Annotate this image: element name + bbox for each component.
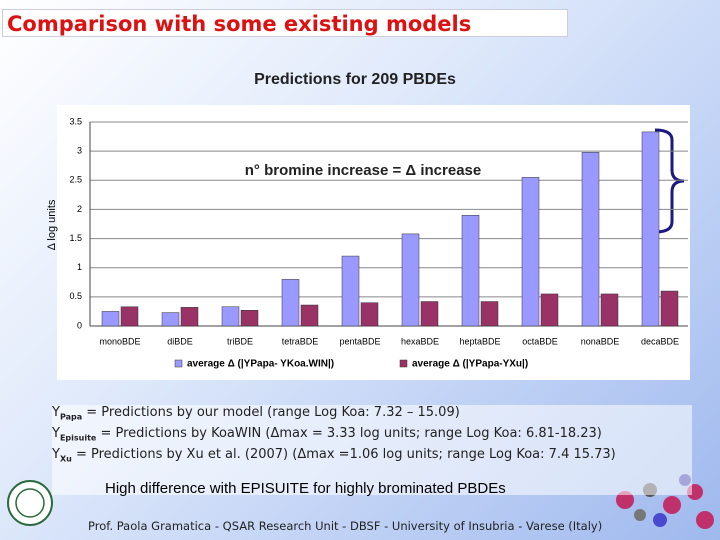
note-symbol: Y	[52, 447, 60, 463]
note-line: YXu = Predictions by Xu et al. (2007) (Δ…	[52, 447, 692, 468]
x-tick-label: monoBDE	[99, 336, 140, 346]
bar	[600, 293, 619, 327]
bar	[540, 293, 559, 327]
y-tick-label: 1.5	[69, 233, 82, 243]
bar	[240, 310, 259, 327]
note-subscript: Papa	[59, 412, 83, 422]
bar	[161, 312, 180, 327]
note-subscript: Xu	[59, 454, 72, 464]
bar	[120, 306, 139, 327]
note-text: = Predictions by KoaWIN (Δmax = 3.33 log…	[96, 426, 602, 442]
note-symbol: Y	[52, 405, 60, 420]
bar	[461, 215, 480, 327]
note-subscript: Episuite	[59, 433, 97, 443]
bar	[221, 306, 240, 327]
y-tick-label: 3	[77, 146, 82, 156]
bar	[341, 255, 360, 327]
logo	[7, 480, 53, 526]
bar	[521, 177, 540, 327]
x-tick-label: pentaBDE	[339, 336, 380, 346]
bar	[401, 233, 420, 327]
bar	[300, 304, 319, 327]
brace	[654, 128, 685, 234]
logo	[15, 488, 45, 518]
note-text: = Predictions by Xu et al. (2007) (Δmax …	[71, 447, 616, 463]
x-tick-label: diBDE	[167, 336, 193, 346]
bar	[360, 302, 379, 327]
x-tick-label: triBDE	[227, 336, 253, 346]
y-tick-label: 2.5	[69, 175, 82, 185]
y-tick-label: 0.5	[69, 291, 82, 301]
note-line: YEpisuite = Predictions by KoaWIN (Δmax …	[52, 426, 692, 447]
note-line: YPapa = Predictions by our model (range …	[52, 405, 692, 426]
x-tick-label: octaBDE	[522, 336, 558, 346]
y-axis-label: Δ log units	[46, 199, 58, 250]
bar	[660, 290, 679, 327]
bar	[180, 307, 199, 327]
x-tick-label: nonaBDE	[581, 336, 620, 346]
legend-swatch	[174, 359, 183, 368]
bar	[281, 279, 300, 327]
notes: YPapa = Predictions by our model (range …	[52, 405, 692, 495]
x-tick-label: tetraBDE	[282, 336, 319, 346]
annotation: n° bromine increase = Δ increase	[245, 162, 481, 179]
bar	[641, 131, 660, 327]
x-tick-label: hexaBDE	[401, 336, 439, 346]
bar	[581, 152, 600, 327]
bar	[480, 301, 499, 327]
slide-header: Comparison with some existing models	[2, 9, 568, 37]
x-tick-label: decaBDE	[641, 336, 679, 346]
note-symbol: Y	[52, 426, 60, 442]
annotation-box	[218, 160, 508, 182]
legend-label: average Δ (|YPapa-YXu|)	[412, 359, 528, 370]
bar	[101, 311, 120, 327]
legend-swatch	[399, 359, 408, 368]
y-tick-label: 3.5	[69, 116, 82, 126]
x-tick-label: heptaBDE	[459, 336, 500, 346]
note-text: = Predictions by our model (range Log Ko…	[82, 405, 460, 420]
chart-title: Predictions for 209 PBDEs	[254, 71, 456, 88]
legend-label: average Δ (|YPapa- YKoa.WIN|)	[187, 359, 334, 370]
y-tick-label: 1	[77, 262, 82, 272]
y-tick-label: 2	[77, 204, 82, 214]
footer: Prof. Paola Gramatica - QSAR Research Un…	[88, 519, 603, 533]
y-tick-label: 0	[77, 320, 82, 330]
bar	[420, 301, 439, 327]
highlight: High difference with EPISUITE for highly…	[105, 480, 506, 497]
